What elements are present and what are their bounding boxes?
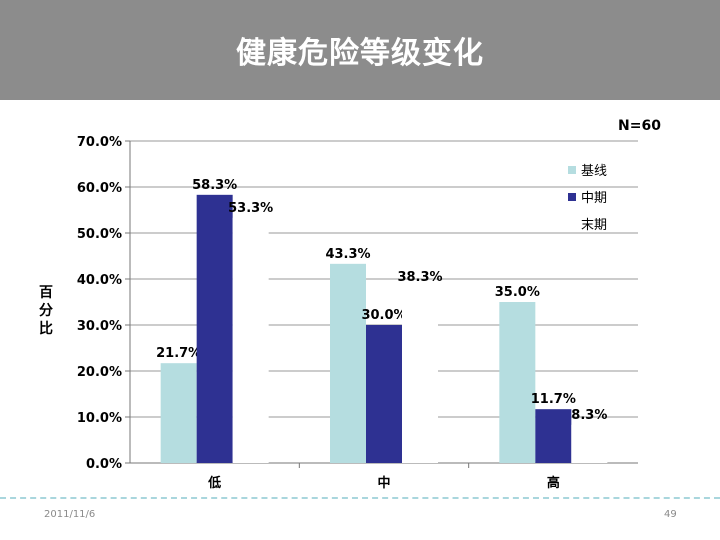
data-label-final: 8.3% bbox=[571, 408, 607, 423]
legend-swatch-midterm bbox=[568, 193, 576, 201]
x-tick-label: 低 bbox=[207, 475, 221, 491]
data-label-midterm: 11.7% bbox=[531, 392, 576, 407]
footer-divider bbox=[0, 497, 720, 499]
bar-baseline bbox=[330, 263, 366, 463]
bar-midterm bbox=[535, 409, 572, 463]
legend-label-baseline: 基线 bbox=[581, 164, 607, 179]
bar-midterm bbox=[366, 325, 402, 463]
bar-midterm bbox=[196, 194, 233, 463]
data-label-final: 38.3% bbox=[397, 270, 442, 285]
y-tick-label: 0.0% bbox=[86, 457, 122, 472]
y-tick-label: 10.0% bbox=[77, 411, 122, 426]
bar-baseline bbox=[499, 302, 536, 463]
legend-label-final: 末期 bbox=[581, 218, 607, 233]
y-tick-label: 50.0% bbox=[77, 227, 122, 242]
data-label-baseline: 21.7% bbox=[156, 346, 201, 361]
x-tick-label: 高 bbox=[547, 475, 560, 491]
legend-swatch-final bbox=[568, 220, 576, 228]
page-number: 49 bbox=[664, 509, 677, 520]
slide-title: 健康危险等级变化 bbox=[236, 36, 484, 71]
legend-swatch-baseline bbox=[568, 166, 576, 174]
sample-size-label: N=60 bbox=[618, 118, 661, 134]
data-label-midterm: 30.0% bbox=[361, 308, 406, 323]
y-tick-label: 60.0% bbox=[77, 181, 122, 196]
bar-baseline bbox=[160, 363, 197, 463]
data-label-midterm: 58.3% bbox=[192, 178, 237, 193]
title-bar: 健康危险等级变化 bbox=[0, 0, 720, 100]
bar-final bbox=[232, 217, 269, 463]
y-tick-label: 70.0% bbox=[77, 135, 122, 150]
data-label-baseline: 43.3% bbox=[325, 247, 370, 262]
legend-label-midterm: 中期 bbox=[581, 191, 607, 206]
data-label-final: 53.3% bbox=[228, 201, 273, 216]
footer-date: 2011/11/6 bbox=[44, 509, 96, 520]
y-tick-label: 40.0% bbox=[77, 273, 122, 288]
data-label-baseline: 35.0% bbox=[495, 285, 540, 300]
bar-final bbox=[571, 424, 608, 463]
x-tick-label: 中 bbox=[377, 475, 390, 491]
bar-final bbox=[402, 286, 438, 463]
y-tick-label: 20.0% bbox=[77, 365, 122, 380]
y-tick-label: 30.0% bbox=[77, 319, 122, 334]
y-axis-label: 百分比 bbox=[39, 285, 53, 337]
